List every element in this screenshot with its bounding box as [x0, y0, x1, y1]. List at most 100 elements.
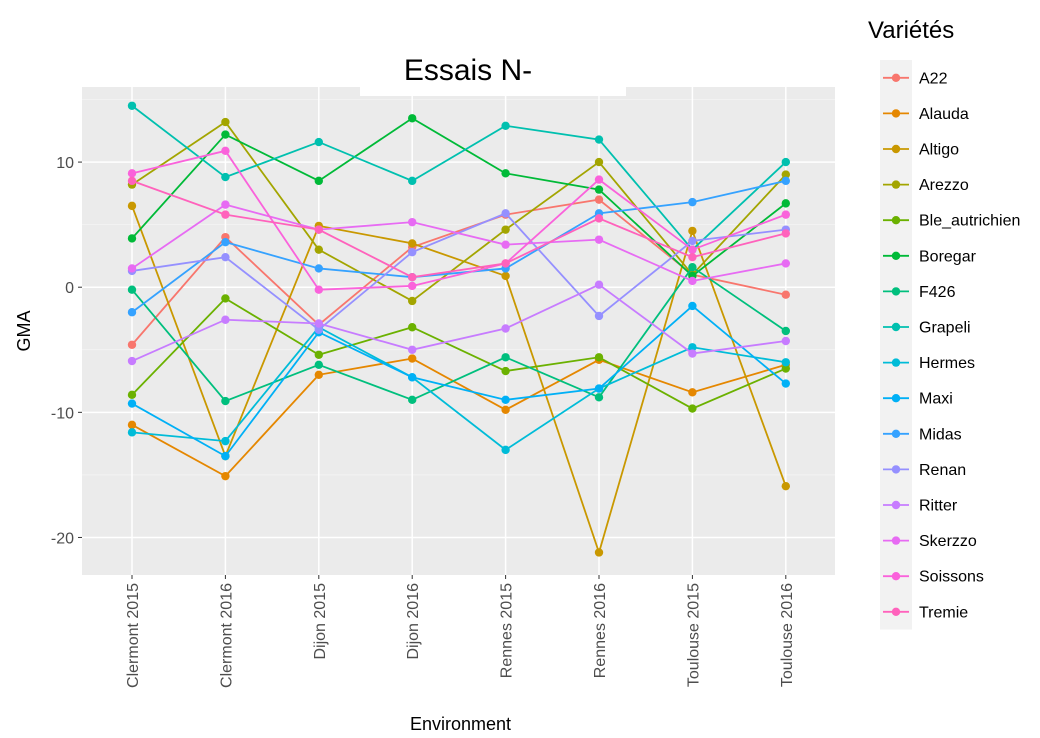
x-tick-label: Clermont 2016 — [218, 583, 235, 688]
data-point — [501, 169, 510, 178]
series-ritter — [127, 280, 790, 366]
series-line — [131, 265, 787, 403]
data-point — [594, 195, 604, 204]
series-f426 — [127, 262, 790, 406]
data-point — [408, 323, 417, 332]
data-point — [127, 340, 137, 349]
y-tick-label: -10 — [51, 405, 74, 422]
legend-key-point — [891, 251, 901, 260]
data-point — [781, 199, 790, 208]
legend-key-point — [891, 572, 901, 581]
data-point — [781, 170, 790, 179]
legend-label: Ritter — [919, 498, 958, 515]
data-point — [781, 259, 790, 268]
data-point — [688, 301, 697, 311]
data-point — [408, 373, 417, 382]
y-tick-label: 10 — [56, 155, 74, 172]
data-point — [688, 349, 697, 358]
data-point — [221, 471, 230, 481]
legend-item: Arezzo — [883, 177, 969, 194]
legend-item: Tremie — [883, 604, 968, 621]
data-point — [221, 210, 230, 219]
data-point — [594, 175, 604, 184]
data-point — [314, 264, 323, 273]
legend-key-point — [891, 358, 901, 367]
data-point — [781, 176, 790, 186]
data-point — [781, 364, 790, 373]
x-tick-label: Clermont 2015 — [125, 583, 142, 688]
legend-label: A22 — [919, 70, 948, 87]
data-point — [314, 319, 323, 328]
data-point — [688, 252, 697, 262]
legend-label: Maxi — [919, 391, 953, 408]
y-axis-title: GMA — [14, 310, 34, 351]
plot-panel — [82, 87, 835, 575]
data-point — [501, 366, 510, 376]
data-point — [594, 235, 604, 244]
legend-label: Arezzo — [919, 177, 969, 194]
legend: Variétés A22 Alauda Altigo Arezzo Ble_autrich… — [868, 17, 1020, 630]
legend-key-point — [891, 216, 901, 225]
legend-key-point — [891, 429, 901, 438]
x-tick-label: Rennes 2015 — [499, 583, 516, 678]
series-line — [131, 120, 787, 303]
data-point — [127, 308, 137, 317]
series-line — [131, 326, 786, 451]
series-line — [131, 283, 786, 362]
legend-key-point — [891, 500, 901, 510]
y-tick-label: -20 — [51, 530, 74, 547]
legend-item: Maxi — [883, 391, 953, 408]
data-point — [127, 101, 137, 110]
series-tremie — [127, 176, 790, 282]
data-point — [408, 395, 417, 405]
data-point — [501, 324, 510, 333]
legend-label: Altigo — [919, 142, 959, 159]
legend-label: Ble_autrichien — [919, 213, 1020, 230]
data-point — [688, 245, 697, 254]
x-tick-label: Dijon 2016 — [405, 583, 422, 660]
data-point — [408, 281, 417, 291]
legend-key-point — [891, 394, 901, 403]
data-point — [314, 285, 323, 294]
data-point — [314, 370, 323, 379]
legend-item: Ble_autrichien — [883, 213, 1020, 230]
series-grapeli — [127, 101, 790, 254]
data-point — [221, 315, 230, 324]
series-line — [131, 149, 787, 291]
legend-label: Renan — [919, 462, 966, 479]
series-line — [131, 117, 787, 278]
legend-label: Skerzzo — [919, 533, 977, 550]
data-point — [688, 226, 697, 236]
data-point — [781, 157, 790, 167]
legend-item: Hermes — [883, 355, 975, 372]
legend-label: Boregar — [919, 248, 977, 265]
legend-key-point — [891, 536, 901, 545]
data-point — [688, 236, 697, 246]
legend-label: Grapeli — [919, 320, 971, 337]
data-point — [408, 247, 417, 257]
legend-item: Grapeli — [883, 320, 971, 337]
data-point — [781, 210, 790, 219]
x-axis-title: Environment — [410, 714, 511, 734]
data-point — [221, 130, 230, 139]
legend-item: Altigo — [883, 142, 959, 159]
data-point — [594, 280, 604, 289]
data-point — [688, 262, 697, 272]
data-point — [221, 294, 230, 303]
data-point — [408, 217, 417, 227]
series-line — [131, 304, 787, 458]
data-point — [221, 172, 230, 182]
data-point — [221, 146, 230, 156]
data-point — [221, 451, 230, 461]
x-tick-label: Toulouse 2015 — [685, 583, 702, 687]
data-point — [594, 135, 604, 144]
series-ble-autrichien — [127, 294, 790, 413]
data-point — [408, 354, 417, 363]
data-point — [781, 379, 790, 388]
legend-title: Variétés — [868, 17, 954, 44]
data-point — [408, 176, 417, 186]
series-boregar — [127, 114, 790, 281]
data-point — [688, 343, 697, 352]
data-point — [594, 214, 604, 223]
series-line — [131, 105, 787, 251]
